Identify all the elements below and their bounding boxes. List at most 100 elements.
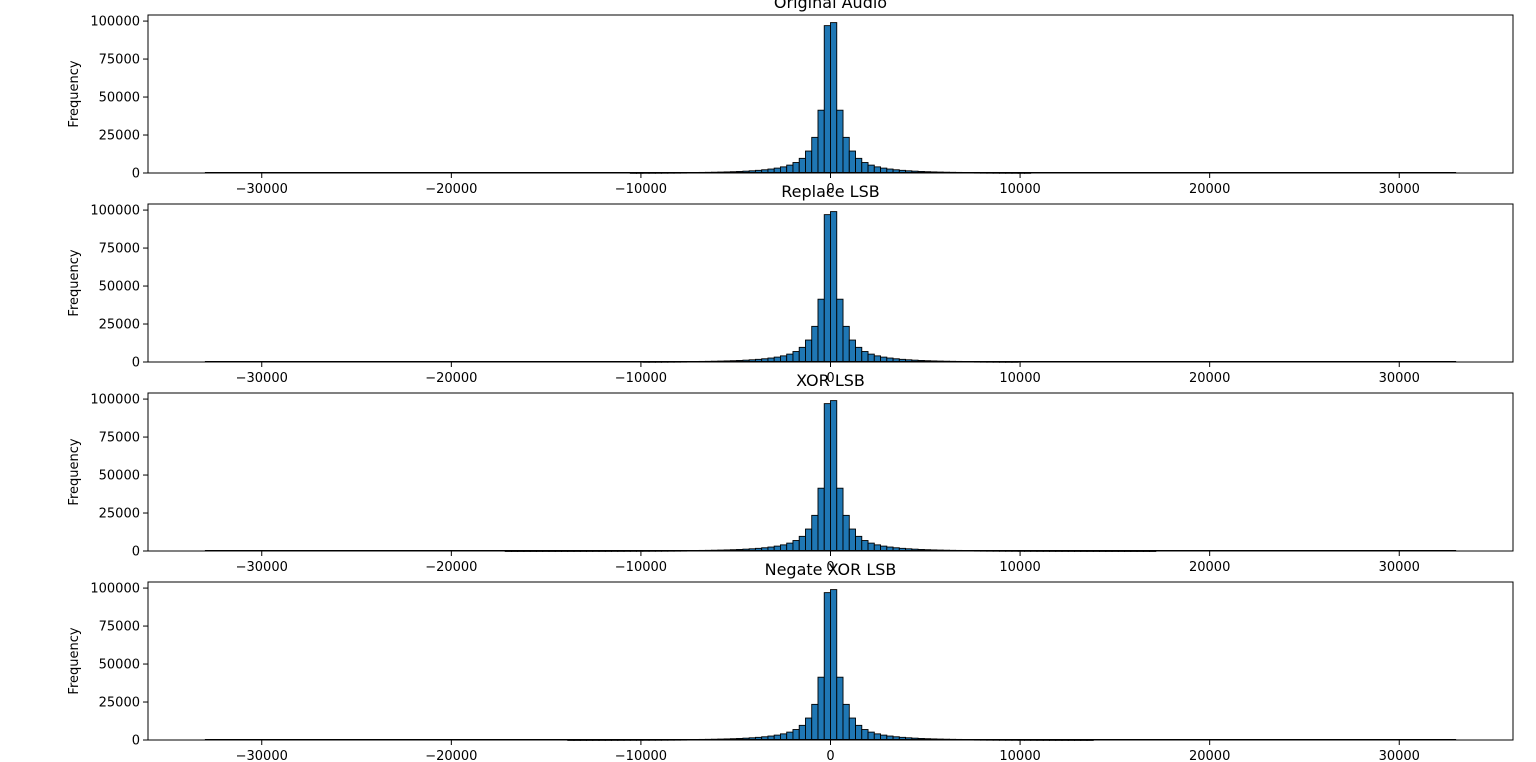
histogram-bar [823,403,831,552]
x-tick-label: 10000 [999,560,1040,575]
y-tick-label: 0 [132,545,140,560]
histogram-bar [817,298,825,363]
histogram-bar [817,109,825,174]
histogram-bar [811,325,819,363]
y-tick-label: 75000 [99,431,140,446]
histogram-bar [792,162,800,174]
histogram-bar [855,346,863,363]
y-axis-label: Frequency [67,249,82,316]
x-tick-label: −30000 [236,560,288,575]
x-tick-label: −20000 [425,182,477,197]
x-tick-label: −10000 [615,182,667,197]
histogram-bar [836,487,844,552]
histogram-bar [867,164,875,174]
x-tick-label: 0 [826,371,834,386]
x-tick-label: 20000 [1189,371,1230,386]
panel-1: −30000 −20000 −10000 0 10000 20000 30000 0 25000… [67,203,1514,386]
x-tick-label: −10000 [615,371,667,386]
panel-2: −30000 −20000 −10000 0 10000 20000 30000 0 25000… [67,392,1514,575]
panel-3: −30000 −20000 −10000 0 10000 20000 30000 0 25000… [67,581,1514,762]
y-tick-label: 100000 [90,393,140,408]
y-tick-label: 0 [132,167,140,182]
x-tick-label: −30000 [236,749,288,762]
histogram-bar [867,542,875,552]
histogram-bar [823,214,831,363]
panel-0: −30000 −20000 −10000 0 10000 20000 30000 0 25000… [67,14,1514,197]
histogram-bar [805,717,813,741]
y-tick-label: 50000 [99,658,140,673]
histogram-bar [855,535,863,552]
x-tick-label: 10000 [999,749,1040,762]
histogram-bar [861,729,869,741]
histogram-bar [842,703,850,741]
y-axis-label: Frequency [67,627,82,694]
histogram-bar [842,325,850,363]
histogram-bar [798,346,806,363]
histogram-bar [811,136,819,174]
histogram-bar [842,136,850,174]
histogram-bar [836,298,844,363]
x-tick-label: 10000 [999,182,1040,197]
x-tick-label: 30000 [1379,749,1420,762]
histogram-bar [848,717,856,741]
x-tick-label: 30000 [1379,371,1420,386]
y-axis-label: Frequency [67,438,82,505]
histogram-bar [861,540,869,552]
histogram-bar [848,339,856,363]
x-tick-label: 10000 [999,371,1040,386]
x-tick-label: 20000 [1189,749,1230,762]
x-tick-label: −20000 [425,749,477,762]
histogram-bar [836,109,844,174]
x-tick-label: 30000 [1379,560,1420,575]
histogram-bar [811,703,819,741]
histogram-bar [861,351,869,363]
histogram-bar [867,353,875,363]
y-tick-label: 50000 [99,280,140,295]
chart-title: Replace LSB [781,182,879,201]
histogram-bar [830,22,838,174]
bars [204,211,1457,363]
bars [204,22,1457,174]
histogram-bar [855,724,863,741]
y-tick-label: 25000 [99,129,140,144]
chart-title: Negate XOR LSB [765,560,897,579]
x-tick-label: −20000 [425,371,477,386]
histogram-bar [823,25,831,174]
y-tick-label: 50000 [99,469,140,484]
x-tick-label: −30000 [236,371,288,386]
histogram-bar [792,540,800,552]
y-tick-label: 100000 [90,204,140,219]
histogram-bar [836,676,844,741]
histogram-bar [830,589,838,741]
histogram-bar [786,164,794,174]
x-tick-label: −20000 [425,560,477,575]
y-tick-label: 100000 [90,15,140,30]
histogram-bar [823,592,831,741]
x-tick-label: 0 [826,749,834,762]
x-tick-label: 20000 [1189,560,1230,575]
histogram-bar [848,150,856,174]
histogram-bar [798,535,806,552]
x-tick-label: 0 [826,560,834,575]
histogram-bar [805,528,813,552]
x-tick-label: −10000 [615,560,667,575]
x-tick-label: 20000 [1189,182,1230,197]
chart-title: Original Audio [774,0,887,12]
histogram-bar [786,353,794,363]
x-tick-label: −10000 [615,749,667,762]
y-tick-label: 0 [132,356,140,371]
histogram-bar [861,162,869,174]
y-tick-label: 25000 [99,507,140,522]
histogram-bar [842,514,850,552]
histogram-bar [805,150,813,174]
histogram-bar [830,211,838,363]
histogram-bar [867,731,875,741]
x-tick-label: −30000 [236,182,288,197]
y-tick-label: 25000 [99,696,140,711]
histogram-bar [817,487,825,552]
histogram-bar [805,339,813,363]
histogram-bar [798,724,806,741]
histogram-bar [830,400,838,552]
histogram-bar [811,514,819,552]
